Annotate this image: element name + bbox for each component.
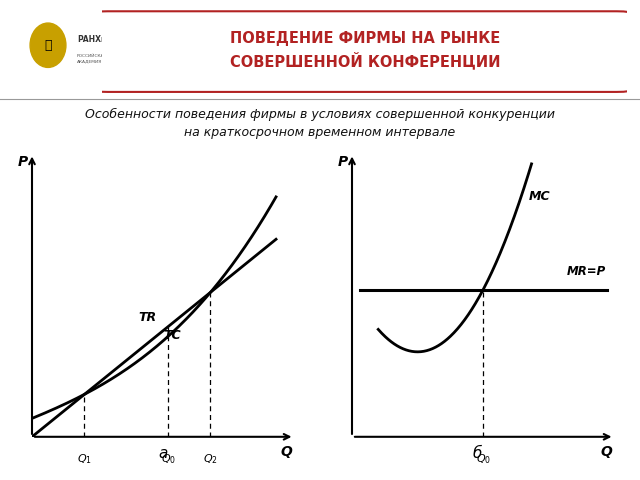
Text: РАНХиГС: РАНХиГС — [77, 35, 116, 44]
Text: P: P — [338, 155, 348, 169]
Circle shape — [30, 23, 66, 67]
Text: ПОВЕДЕНИЕ ФИРМЫ НА РЫНКЕ
СОВЕРШЕННОЙ КОНФЕРЕНЦИИ: ПОВЕДЕНИЕ ФИРМЫ НА РЫНКЕ СОВЕРШЕННОЙ КОН… — [230, 31, 500, 69]
Text: 🦅: 🦅 — [44, 39, 52, 52]
Text: а: а — [159, 446, 168, 461]
Text: РОССИЙСКАЯ
АКАДЕМИЯ: РОССИЙСКАЯ АКАДЕМИЯ — [77, 54, 108, 63]
Text: MR=P: MR=P — [567, 265, 607, 278]
FancyBboxPatch shape — [92, 12, 632, 92]
Text: б: б — [472, 446, 481, 461]
Text: Q: Q — [601, 445, 612, 459]
Text: $Q_0$: $Q_0$ — [161, 452, 176, 466]
Text: MC: MC — [529, 190, 550, 203]
Text: TR: TR — [138, 311, 157, 324]
Text: P: P — [18, 155, 28, 169]
Text: $Q_0$: $Q_0$ — [476, 452, 491, 466]
Text: Q: Q — [281, 445, 292, 459]
Text: $Q_2$: $Q_2$ — [203, 452, 218, 466]
Text: TC: TC — [163, 329, 181, 342]
Text: $Q_1$: $Q_1$ — [77, 452, 92, 466]
Text: Особенности поведения фирмы в условиях совершенной конкуренции
на краткосрочном : Особенности поведения фирмы в условиях с… — [85, 108, 555, 139]
